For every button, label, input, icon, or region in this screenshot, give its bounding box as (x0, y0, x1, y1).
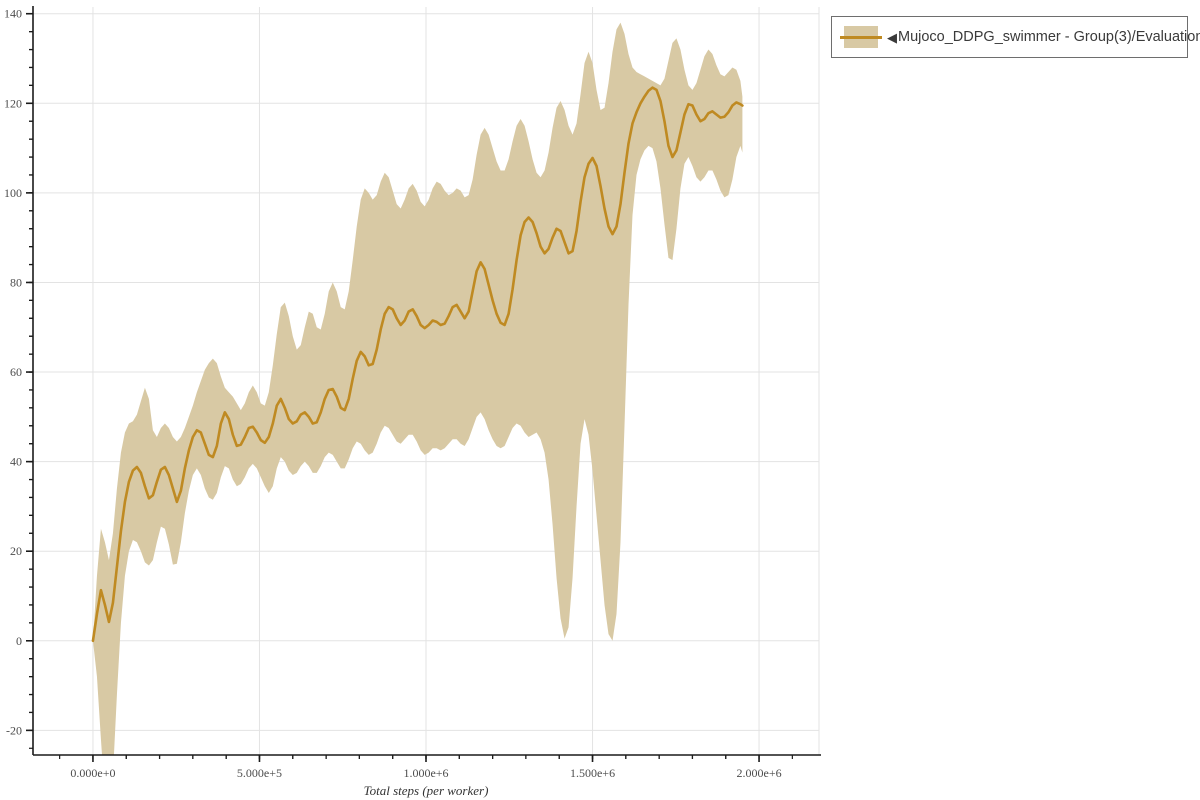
y-tick-label: -20 (6, 723, 22, 737)
x-tick-label: 0.000e+0 (70, 766, 115, 780)
y-tick-label: 60 (10, 365, 22, 379)
legend-swatch-line (840, 35, 882, 39)
x-axis-title: Total steps (per worker) (364, 783, 489, 798)
y-tick-label: 40 (10, 455, 22, 469)
y-tick-label: 80 (10, 275, 22, 289)
y-tick-label: 140 (4, 7, 22, 21)
y-tick-label: 20 (10, 544, 22, 558)
chart-legend[interactable]: ◀ Mujoco_DDPG_swimmer - Group(3)/Evaluat… (831, 16, 1200, 58)
band-layer (92, 22, 743, 755)
y-tick-label: 120 (4, 96, 22, 110)
y-tick-label: 0 (16, 634, 22, 648)
x-tick-label: 2.000e+6 (737, 766, 782, 780)
y-tick-label: 100 (4, 186, 22, 200)
line-layer (91, 86, 744, 643)
left-triangle-icon: ◀ (887, 29, 897, 45)
x-tick-label: 1.500e+6 (570, 766, 615, 780)
x-tick-label: 5.000e+5 (237, 766, 282, 780)
legend-swatch-band (840, 26, 882, 48)
legend-entry-label: Mujoco_DDPG_swimmer - Group(3)/Evaluatio… (898, 29, 1200, 45)
tick-label-layer: -20 0 20 40 60 80 100 120 140 0.000e+0 5.000e+5 1.0… (4, 7, 782, 780)
axis-layer (26, 6, 821, 762)
x-tick-label: 1.000e+6 (403, 766, 448, 780)
